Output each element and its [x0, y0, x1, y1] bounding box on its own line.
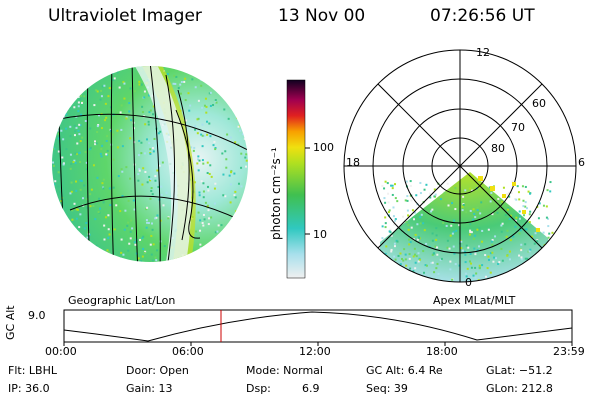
colorbar-tick-100: 100 [313, 141, 334, 154]
info-mode: Mode: Normal [246, 364, 323, 377]
info-dsp: Dsp: [246, 382, 271, 395]
lat-label-70: 70 [511, 121, 525, 134]
mlt-label-12: 12 [476, 46, 490, 59]
date-label: 13 Nov 00 [278, 6, 366, 26]
instrument-title: Ultraviolet Imager [48, 6, 202, 26]
info-seq: Seq: 39 [366, 382, 408, 395]
mlt-label-6: 6 [578, 156, 585, 169]
geo-panel-label: Geographic Lat/Lon [68, 294, 176, 307]
alt-xtick-2: 12:00 [299, 345, 331, 358]
mlt-label-18: 18 [346, 156, 360, 169]
info-glat: GLat: −51.2 [486, 364, 553, 377]
time-label: 07:26:56 UT [430, 6, 535, 26]
info-flt: Flt: LBHL [8, 364, 57, 377]
info-glon: GLon: 212.8 [486, 382, 553, 395]
info-ip: IP: 36.0 [8, 382, 50, 395]
lat-label-60: 60 [532, 97, 546, 110]
info-door: Door: Open [126, 364, 189, 377]
alt-ylabel: GC Alt [4, 305, 17, 340]
colorbar-tick-10: 10 [313, 228, 327, 241]
info-gcalt: GC Alt: 6.4 Re [366, 364, 443, 377]
alt-ytick: 9.0 [28, 309, 46, 322]
polar-panel-label: Apex MLat/MLT [433, 294, 516, 307]
alt-xtick-3: 18:00 [426, 345, 458, 358]
lat-label-80: 80 [491, 142, 505, 155]
alt-xtick-0: 00:00 [45, 345, 77, 358]
alt-xtick-4: 23:59 [553, 345, 585, 358]
alt-xtick-1: 06:00 [172, 345, 204, 358]
info-dsp-value: 6.9 [302, 382, 320, 395]
info-gain: Gain: 13 [126, 382, 173, 395]
mlt-label-0: 0 [465, 276, 472, 289]
